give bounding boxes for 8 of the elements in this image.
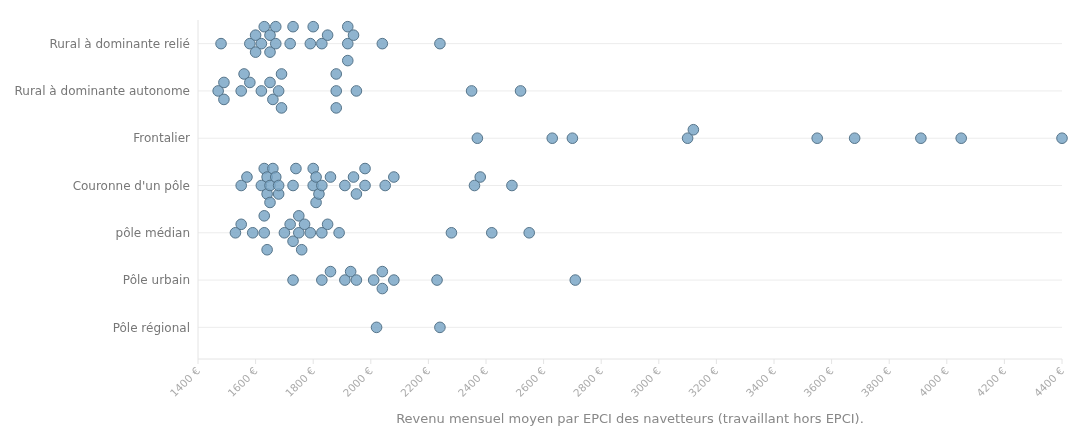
y-tick-label: Rural à dominante autonome [14, 84, 190, 99]
y-tick-label: Couronne d'un pôle [72, 178, 190, 193]
y-tick-label: Rural à dominante relié [49, 36, 190, 51]
y-tick-label: Pôle régional [112, 320, 190, 335]
y-tick-label: Pôle urbain [122, 273, 190, 288]
x-axis-title: Revenu mensuel moyen par EPCI des navetteurs (travaillant hors EPCI). [396, 411, 864, 426]
y-tick-label: pôle médian [115, 225, 190, 240]
y-tick-label: Frontalier [133, 131, 191, 146]
